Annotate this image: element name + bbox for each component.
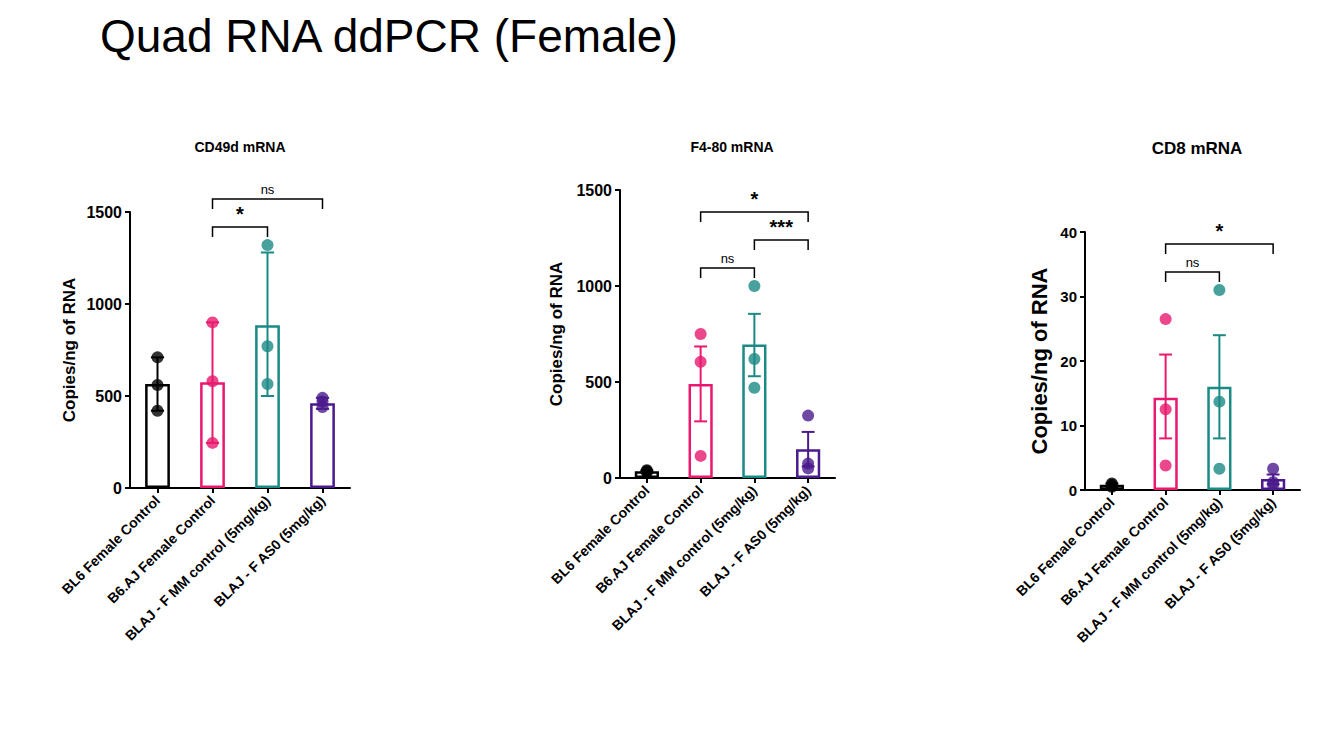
svg-text:F4-80 mRNA: F4-80 mRNA bbox=[690, 139, 773, 155]
svg-text:30: 30 bbox=[1060, 288, 1077, 305]
svg-text:CD49d mRNA: CD49d mRNA bbox=[194, 139, 285, 155]
svg-text:ns: ns bbox=[721, 251, 735, 266]
svg-text:Quad RNA ddPCR (Female): Quad RNA ddPCR (Female) bbox=[100, 10, 678, 62]
svg-text:40: 40 bbox=[1060, 224, 1077, 241]
svg-text:0: 0 bbox=[603, 470, 612, 487]
svg-text:BL6 Female Control: BL6 Female Control bbox=[1013, 494, 1118, 599]
svg-text:ns: ns bbox=[1186, 255, 1200, 270]
svg-text:1000: 1000 bbox=[576, 278, 612, 295]
svg-text:BLAJ - F MM control (5mg/kg): BLAJ - F MM control (5mg/kg) bbox=[121, 492, 274, 644]
svg-text:Copies/ng of RNA: Copies/ng of RNA bbox=[1027, 267, 1052, 454]
svg-text:BLAJ - F AS0 (5mg/kg): BLAJ - F AS0 (5mg/kg) bbox=[696, 482, 814, 600]
svg-text:1500: 1500 bbox=[86, 204, 122, 221]
svg-text:Copies/ng of RNA: Copies/ng of RNA bbox=[547, 262, 566, 407]
svg-text:10: 10 bbox=[1060, 417, 1077, 434]
svg-text:0: 0 bbox=[113, 480, 122, 497]
svg-text:*: * bbox=[750, 188, 758, 210]
svg-text:500: 500 bbox=[95, 388, 122, 405]
svg-text:BLAJ - F MM control (5mg/kg): BLAJ - F MM control (5mg/kg) bbox=[1073, 494, 1225, 646]
svg-text:BL6 Female Control: BL6 Female Control bbox=[58, 492, 163, 597]
svg-text:Copies/ng of RNA: Copies/ng of RNA bbox=[60, 278, 79, 423]
svg-text:20: 20 bbox=[1060, 353, 1077, 370]
svg-text:BLAJ - F AS0 (5mg/kg): BLAJ - F AS0 (5mg/kg) bbox=[1161, 494, 1279, 612]
svg-text:B6.AJ Female Control: B6.AJ Female Control bbox=[104, 492, 218, 606]
svg-text:***: *** bbox=[770, 216, 794, 238]
svg-text:1000: 1000 bbox=[86, 296, 122, 313]
svg-text:0: 0 bbox=[1069, 482, 1077, 499]
svg-text:B6.AJ Female Control: B6.AJ Female Control bbox=[1057, 494, 1171, 608]
svg-text:CD8 mRNA: CD8 mRNA bbox=[1152, 139, 1243, 158]
svg-text:500: 500 bbox=[585, 374, 612, 391]
svg-text:BL6 Female Control: BL6 Female Control bbox=[548, 482, 653, 587]
svg-text:1500: 1500 bbox=[576, 182, 612, 199]
svg-text:*: * bbox=[1215, 220, 1223, 242]
svg-text:B6.AJ Female Control: B6.AJ Female Control bbox=[592, 482, 706, 596]
svg-text:*: * bbox=[236, 203, 244, 225]
svg-text:ns: ns bbox=[261, 182, 275, 197]
svg-text:BLAJ - F AS0 (5mg/kg): BLAJ - F AS0 (5mg/kg) bbox=[211, 492, 329, 610]
svg-text:BLAJ - F MM control (5mg/kg): BLAJ - F MM control (5mg/kg) bbox=[608, 482, 760, 634]
